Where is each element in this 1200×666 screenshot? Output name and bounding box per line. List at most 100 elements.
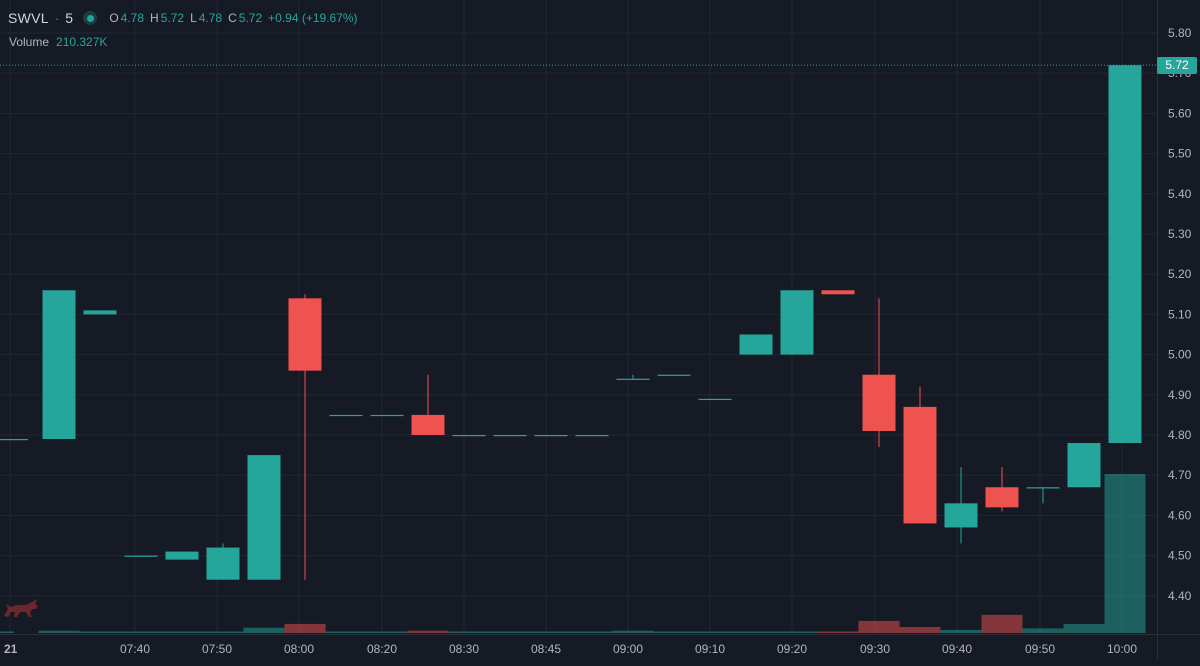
volume-bar (284, 623, 326, 633)
volume-bar (899, 626, 941, 633)
volume-bar (817, 631, 859, 633)
candle-body (575, 435, 609, 437)
volume-bar (981, 614, 1023, 633)
candle-body (493, 435, 527, 437)
candle-body (83, 310, 117, 315)
market-status-dot-icon[interactable] (79, 9, 101, 27)
candle-body (165, 551, 199, 560)
candle (124, 555, 158, 557)
volume-bar (407, 630, 449, 633)
candle-body (411, 414, 445, 435)
volume-bar (325, 631, 367, 633)
candle (42, 290, 76, 440)
candle (862, 298, 896, 448)
candle (575, 435, 609, 437)
candle-body (329, 414, 363, 417)
candle-body (1067, 443, 1101, 488)
candle (1026, 487, 1060, 504)
price-tick-label: 4.70 (1168, 468, 1192, 482)
high-value: 5.72 (160, 11, 185, 25)
candle (165, 551, 199, 560)
candlestick-series (0, 65, 1142, 580)
time-tick-label: 09:20 (777, 642, 807, 656)
volume-bar (653, 631, 695, 633)
price-tick-label: 4.50 (1168, 549, 1192, 563)
volume-bar (940, 629, 982, 633)
close-label: C (228, 11, 237, 25)
symbol-name[interactable]: SWVL (8, 10, 49, 26)
price-tick-label: 5.80 (1168, 26, 1192, 40)
candle (493, 435, 527, 437)
time-tick-label: 08:20 (367, 642, 397, 656)
candle (288, 294, 322, 580)
candle (329, 414, 363, 417)
volume-bar (489, 631, 531, 633)
price-tick-label: 5.10 (1168, 307, 1192, 321)
candle-body (616, 378, 650, 380)
volume-label: Volume (9, 35, 50, 49)
candle (780, 290, 814, 355)
volume-bar (735, 631, 777, 633)
low-label: L (190, 11, 197, 25)
volume-bar (858, 620, 900, 633)
chart-grid (0, 0, 1157, 634)
candle-body (780, 290, 814, 355)
volume-bar (694, 631, 736, 633)
candle-body (698, 398, 732, 401)
symbol-legend: SWVL · 5 O 4.78 H 5.72 L 4.78 C 5.72 +0.94 (… (8, 9, 358, 27)
price-tick-label: 5.60 (1168, 106, 1192, 120)
candle-body (739, 334, 773, 355)
volume-bar (120, 631, 162, 633)
candle-body (862, 374, 896, 431)
high-label: H (150, 11, 159, 25)
candle (1067, 443, 1101, 488)
time-tick-label: 07:50 (202, 642, 232, 656)
candle-body (0, 439, 28, 441)
price-tick-label: 5.50 (1168, 147, 1192, 161)
price-tick-label: 4.40 (1168, 589, 1192, 603)
bull-logo-icon[interactable] (2, 596, 42, 620)
volume-bar (161, 631, 203, 633)
candle (821, 290, 855, 295)
candle-body (206, 547, 240, 580)
volume-bar (776, 631, 818, 633)
interval-label[interactable]: 5 (65, 10, 74, 26)
volume-bar (38, 630, 80, 633)
price-axis[interactable]: 5.805.705.605.505.405.305.205.105.004.90… (1157, 0, 1200, 634)
time-tick-label: 09:50 (1025, 642, 1055, 656)
volume-bar (0, 631, 14, 633)
price-tick-label: 4.80 (1168, 428, 1192, 442)
candle (0, 439, 28, 441)
candle-body (657, 374, 691, 376)
volume-bar (448, 631, 490, 633)
time-tick-label: 09:00 (613, 642, 643, 656)
time-tick-label: 09:30 (860, 642, 890, 656)
volume-bar (571, 631, 613, 633)
candle-body (124, 555, 158, 557)
price-tick-label: 5.40 (1168, 187, 1192, 201)
price-chart[interactable] (0, 0, 1157, 634)
candle-body (534, 435, 568, 437)
volume-bar (1022, 628, 1064, 633)
price-tick-label: 4.60 (1168, 508, 1192, 522)
candle (616, 374, 650, 380)
time-tick-label: 09:40 (942, 642, 972, 656)
volume-bar (530, 631, 572, 633)
candle (411, 374, 445, 435)
volume-bar (243, 627, 285, 633)
candle-body (247, 455, 281, 580)
candle-body (288, 298, 322, 371)
axis-corner (1157, 634, 1200, 660)
time-axis[interactable]: 21 07:40 07:50 08:00 08:20 08:30 08:45 09:00 09:… (0, 634, 1157, 660)
volume-legend[interactable]: Volume 210.327K (9, 35, 107, 49)
volume-bar (366, 631, 408, 633)
open-label: O (109, 11, 119, 25)
volume-bars (0, 474, 1146, 633)
time-tick-label: 08:45 (531, 642, 561, 656)
volume-bar (79, 631, 121, 633)
candle-body (903, 406, 937, 524)
candle-body (370, 414, 404, 417)
candle (370, 414, 404, 417)
price-tick-label: 4.90 (1168, 388, 1192, 402)
